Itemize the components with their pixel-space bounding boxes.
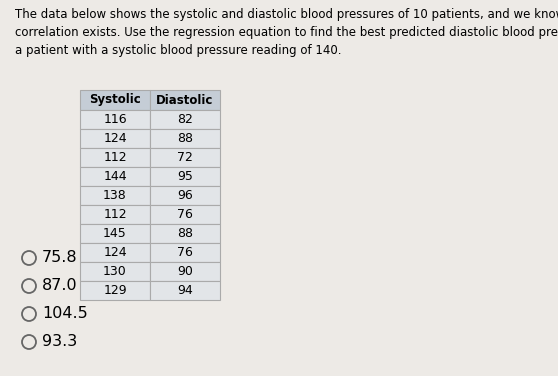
Bar	[150, 186, 220, 205]
Text: 72: 72	[177, 151, 193, 164]
Text: 96: 96	[177, 189, 193, 202]
Bar	[80, 110, 150, 129]
Text: 90: 90	[177, 265, 193, 278]
Text: 94: 94	[177, 284, 193, 297]
Bar	[80, 90, 150, 110]
Bar	[150, 90, 220, 110]
Bar	[80, 243, 150, 262]
Bar	[80, 224, 150, 243]
Circle shape	[22, 251, 36, 265]
Text: The data below shows the systolic and diastolic blood pressures of 10 patients, : The data below shows the systolic and di…	[15, 8, 558, 57]
Bar	[80, 129, 150, 148]
Bar	[150, 167, 220, 186]
Text: 95: 95	[177, 170, 193, 183]
Text: 82: 82	[177, 113, 193, 126]
Text: 144: 144	[103, 170, 127, 183]
Circle shape	[22, 279, 36, 293]
Bar	[150, 129, 220, 148]
Text: 124: 124	[103, 246, 127, 259]
Text: Diastolic: Diastolic	[156, 94, 214, 106]
Bar	[150, 243, 220, 262]
Bar	[80, 148, 150, 167]
Text: 129: 129	[103, 284, 127, 297]
Text: 88: 88	[177, 132, 193, 145]
Bar	[150, 262, 220, 281]
Text: 116: 116	[103, 113, 127, 126]
Text: Systolic: Systolic	[89, 94, 141, 106]
Text: 75.8: 75.8	[42, 250, 78, 265]
Text: 104.5: 104.5	[42, 306, 88, 321]
Circle shape	[22, 335, 36, 349]
Text: 76: 76	[177, 208, 193, 221]
Text: 138: 138	[103, 189, 127, 202]
Bar	[80, 167, 150, 186]
Text: 112: 112	[103, 151, 127, 164]
Text: 112: 112	[103, 208, 127, 221]
Text: 88: 88	[177, 227, 193, 240]
Bar	[80, 262, 150, 281]
Bar	[150, 110, 220, 129]
Text: 130: 130	[103, 265, 127, 278]
Text: 93.3: 93.3	[42, 335, 77, 350]
Circle shape	[22, 307, 36, 321]
Bar	[80, 281, 150, 300]
Bar	[80, 205, 150, 224]
Text: 124: 124	[103, 132, 127, 145]
Text: 87.0: 87.0	[42, 279, 78, 294]
Bar	[150, 148, 220, 167]
Text: 76: 76	[177, 246, 193, 259]
Text: 145: 145	[103, 227, 127, 240]
Bar	[150, 281, 220, 300]
Bar	[150, 224, 220, 243]
Bar	[150, 205, 220, 224]
Bar	[80, 186, 150, 205]
